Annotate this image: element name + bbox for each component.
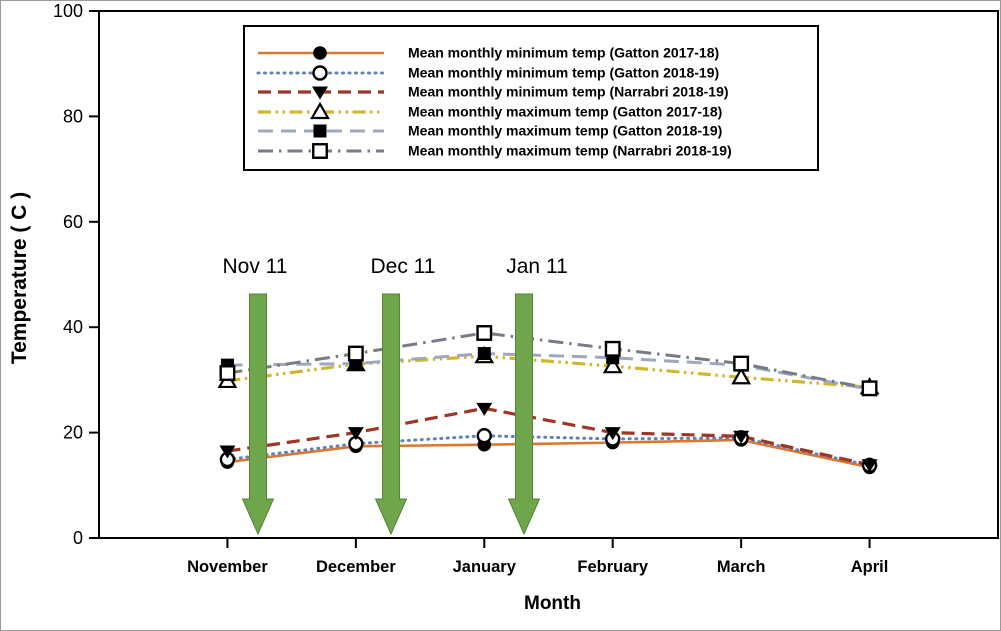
event-label: Jan 11 xyxy=(506,255,568,278)
series-marker xyxy=(477,347,491,361)
y-tick-label: 20 xyxy=(63,423,83,443)
legend-line-sample xyxy=(258,86,384,100)
legend-label: Mean monthly maximum temp (Narrabri 2018… xyxy=(408,142,732,159)
legend-label: Mean monthly minimum temp (Narrabri 2018… xyxy=(408,83,729,100)
series-marker xyxy=(347,427,364,441)
series-marker xyxy=(219,445,236,459)
x-tick-label: November xyxy=(187,558,268,576)
legend-item: Mean monthly minimum temp (Gatton 2018-1… xyxy=(245,63,817,83)
series-marker xyxy=(733,355,750,372)
legend-marker xyxy=(312,86,328,100)
series-marker xyxy=(604,340,621,357)
x-tick-label: March xyxy=(717,558,766,576)
legend-label: Mean monthly minimum temp (Gatton 2017-1… xyxy=(408,44,720,61)
series-marker xyxy=(476,402,493,416)
legend-marker xyxy=(313,46,327,60)
series-line-0 xyxy=(227,438,870,469)
legend-line-sample xyxy=(256,64,386,81)
series-marker xyxy=(604,427,621,441)
series-line-2 xyxy=(227,406,870,467)
legend-item: Mean monthly maximum temp (Gatton 2017-1… xyxy=(245,101,817,122)
legend-label: Mean monthly maximum temp (Gatton 2018-1… xyxy=(408,122,723,139)
y-tick-label: 40 xyxy=(63,317,83,337)
legend-marker xyxy=(312,64,328,81)
series-marker xyxy=(347,345,364,362)
series-line-5 xyxy=(227,331,870,390)
series-marker xyxy=(476,428,492,444)
legend-label: Mean monthly maximum temp (Gatton 2017-1… xyxy=(408,103,723,120)
series-markers-3 xyxy=(217,345,880,395)
series-markers-4 xyxy=(220,347,877,396)
series-marker xyxy=(602,355,623,374)
y-axis-title: Temperature ( C ) xyxy=(8,191,31,365)
plot-frame xyxy=(98,10,999,539)
series-marker xyxy=(731,367,752,385)
legend-label: Mean monthly minimum temp (Gatton 2018-1… xyxy=(408,64,720,81)
legend-item: Mean monthly minimum temp (Gatton 2017-1… xyxy=(245,43,817,63)
series-markers-5 xyxy=(219,325,878,397)
legend-line-sample xyxy=(258,101,384,119)
legend-line-sample xyxy=(258,142,384,159)
event-label: Dec 11 xyxy=(371,255,436,278)
event-label: Nov 11 xyxy=(223,255,288,278)
x-tick-label: December xyxy=(316,558,396,576)
legend-item: Mean monthly minimum temp (Narrabri 2018… xyxy=(245,82,817,102)
series-marker xyxy=(219,365,236,381)
x-tick-label: January xyxy=(453,558,517,576)
event-arrow xyxy=(507,293,541,536)
series-marker xyxy=(733,430,750,444)
legend-marker xyxy=(313,124,327,138)
series-marker xyxy=(861,459,878,473)
series-marker xyxy=(476,325,493,341)
x-tick-label: April xyxy=(851,558,889,576)
series-line-3 xyxy=(227,354,870,389)
event-arrow xyxy=(241,293,275,536)
legend-item: Mean monthly maximum temp (Narrabri 2018… xyxy=(245,141,817,161)
y-tick-label: 80 xyxy=(63,106,83,126)
legend-marker xyxy=(310,101,330,119)
series-marker xyxy=(861,380,878,397)
y-tick-label: 0 xyxy=(73,528,83,548)
y-tick-label: 100 xyxy=(53,1,83,21)
series-markers-2 xyxy=(219,402,878,473)
x-axis-title: Month xyxy=(524,593,581,614)
event-arrow xyxy=(374,293,408,536)
x-tick-label: February xyxy=(577,558,648,576)
y-tick-label: 60 xyxy=(63,212,83,232)
legend-marker xyxy=(312,142,328,159)
legend-line-sample xyxy=(258,46,384,60)
legend: Mean monthly minimum temp (Gatton 2017-1… xyxy=(243,25,819,171)
legend-line-sample xyxy=(258,124,384,138)
legend-item: Mean monthly maximum temp (Gatton 2018-1… xyxy=(245,121,817,141)
